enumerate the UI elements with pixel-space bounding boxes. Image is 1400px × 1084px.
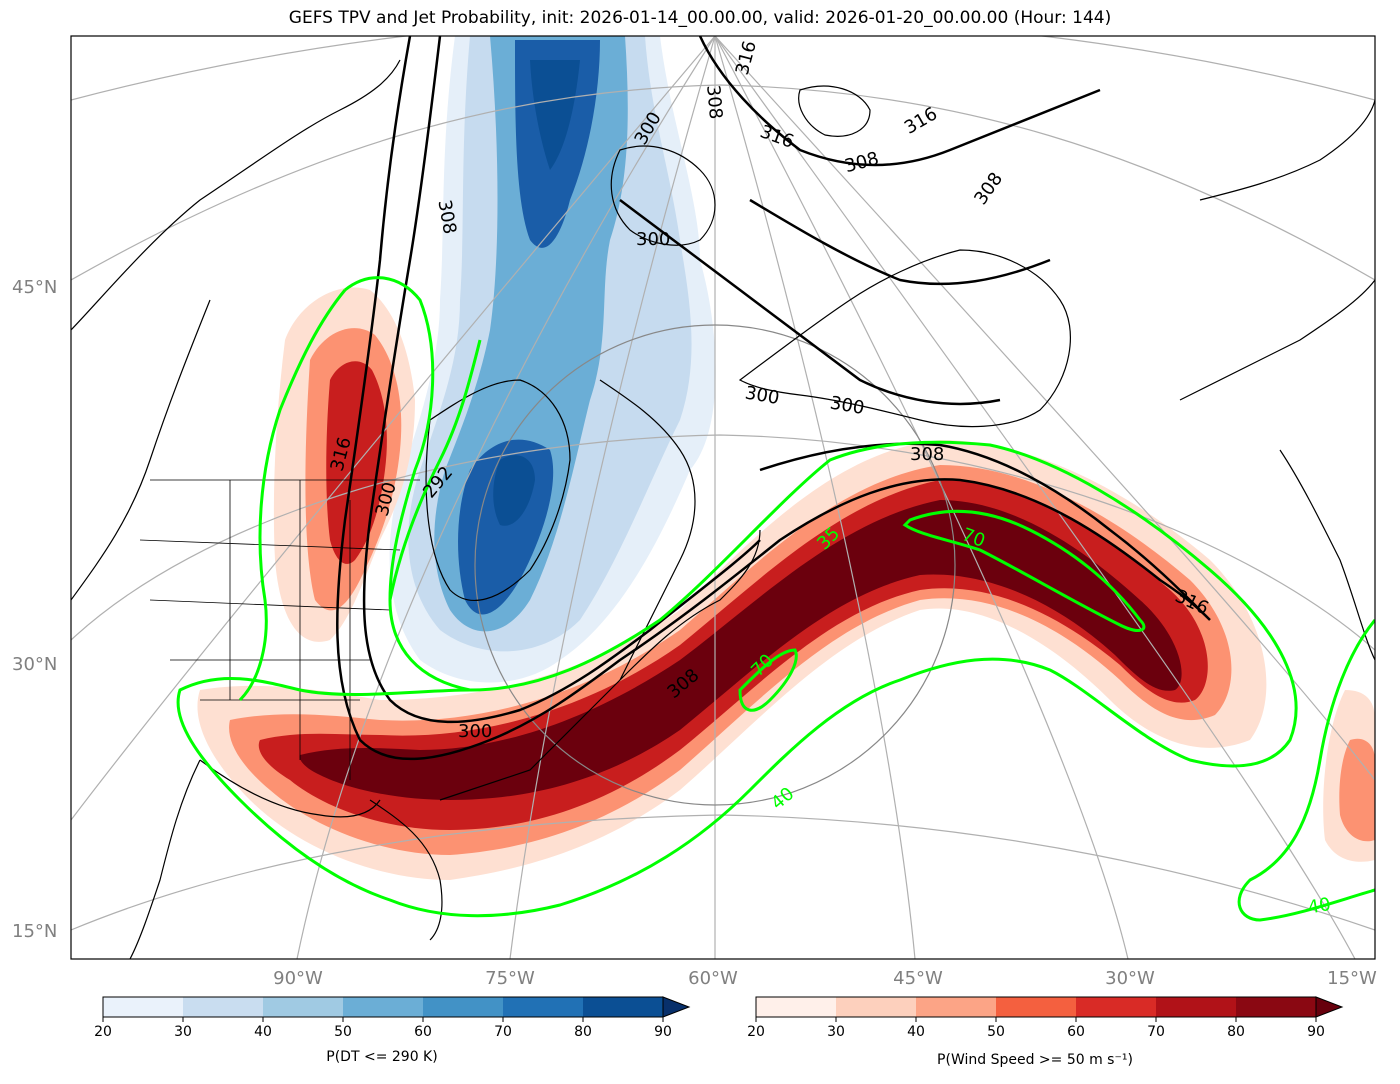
colorbar-wind-tick-label: 40 xyxy=(907,1024,925,1040)
colorbar-tpv-segment xyxy=(183,997,264,1017)
grid-circle-inner xyxy=(474,324,956,806)
colorbar-tpv-tick-label: 80 xyxy=(574,1024,592,1040)
coast-gulf xyxy=(129,759,381,959)
colorbar-tpv-tick-label: 30 xyxy=(174,1024,192,1040)
grid-meridian-45w xyxy=(714,36,916,959)
grid-meridian-15w xyxy=(714,36,1356,959)
jet-probability-shading xyxy=(197,287,1375,880)
theta-contour-316-west xyxy=(336,36,1211,761)
green-contour-40-east xyxy=(1237,619,1375,922)
grid-meridian-75w xyxy=(509,36,716,959)
theta-contour-308-jet xyxy=(759,442,1201,611)
colorbar-tpv-border xyxy=(102,996,664,1018)
coast-north-america-east xyxy=(369,379,761,941)
theta-contours xyxy=(336,36,1211,761)
tpv-shade-high xyxy=(458,40,600,615)
lat-label-30n: 30°N xyxy=(12,654,57,675)
tpv-shade-core xyxy=(493,60,580,526)
green-contour-40-main xyxy=(176,440,1298,918)
colorbar-wind-extend-arrow xyxy=(1315,996,1344,1018)
theta-contour-labels: 316 300 292 300 308 316 316 308 308 300 … xyxy=(327,39,1212,742)
contour-label-300-b: 300 xyxy=(458,721,492,742)
green-contour-70-east xyxy=(902,509,1146,632)
theta-contour-300-north xyxy=(619,199,1001,406)
colorbar-wind-segment xyxy=(1076,997,1157,1017)
us-state-borders xyxy=(139,479,420,780)
colorbar-tpv-extend-arrow xyxy=(662,996,691,1018)
colorbar-tpv-segment xyxy=(583,997,664,1017)
lon-label-60w: 60°W xyxy=(688,968,738,989)
lon-label-75w: 75°W xyxy=(485,968,535,989)
colorbar-tpv-segment xyxy=(503,997,584,1017)
jet-probability-contours xyxy=(176,276,1375,922)
coast-north-america-west xyxy=(71,59,401,601)
coast-greenland xyxy=(738,249,1071,428)
jet-shade-high xyxy=(299,500,1182,800)
colorbar-tpv-segment xyxy=(423,997,504,1017)
colorbar-tpv-tick-label: 70 xyxy=(494,1024,512,1040)
colorbar-wind-border xyxy=(755,996,1317,1018)
lon-label-30w: 30°W xyxy=(1105,968,1155,989)
colorbar-wind: 20 30 40 50 60 70 80 90 xyxy=(747,996,1344,1040)
green-contour-35 xyxy=(388,339,482,601)
grid-meridian-0 xyxy=(714,36,1375,781)
grid-parallel-15n xyxy=(71,814,1375,931)
colorbar-wind-tick-label: 60 xyxy=(1067,1024,1085,1040)
colorbar-wind-segment xyxy=(1236,997,1317,1017)
contour-label-308-d: 308 xyxy=(702,84,726,120)
colorbar-tpv-segment xyxy=(103,997,184,1017)
map-title: GEFS TPV and Jet Probability, init: 2026… xyxy=(288,8,1112,28)
colorbar-wind-label: P(Wind Speed >= 50 m s⁻¹) xyxy=(937,1052,1133,1068)
colorbar-tpv-tick-label: 20 xyxy=(94,1024,112,1040)
lon-label-15w: 15°W xyxy=(1327,968,1377,989)
lat-label-15n: 15°N xyxy=(12,921,57,942)
lat-labels: 45°N 30°N 15°N xyxy=(12,277,57,942)
colorbar-wind-tick-label: 50 xyxy=(987,1024,1005,1040)
colorbar-wind-segment xyxy=(836,997,917,1017)
lon-label-45w: 45°W xyxy=(893,968,943,989)
colorbar-tpv-tick-label: 90 xyxy=(654,1024,672,1040)
map-background xyxy=(71,36,1375,959)
colorbar-tpv: 20 30 40 50 60 70 80 90 xyxy=(94,996,691,1040)
colorbar-tpv-segment xyxy=(343,997,424,1017)
colorbar-tpv-segment xyxy=(263,997,344,1017)
colorbar-wind-tick-label: 30 xyxy=(827,1024,845,1040)
colorbar-wind-tick-label: 80 xyxy=(1227,1024,1245,1040)
theta-contour-308-north xyxy=(698,36,1101,286)
lon-label-90w: 90°W xyxy=(273,968,323,989)
lon-labels: 90°W 75°W 60°W 45°W 30°W 15°W xyxy=(273,968,1377,989)
grid-parallel-30n xyxy=(71,434,1375,651)
grid-meridian-90w xyxy=(296,36,716,959)
grid-meridian-30w xyxy=(714,36,1129,959)
colorbar-tpv-tick-label: 60 xyxy=(414,1024,432,1040)
coastlines-and-borders xyxy=(71,59,1375,959)
green-label-40-b: 40 xyxy=(1306,894,1332,919)
colorbar-tpv-tick-label: 50 xyxy=(334,1024,352,1040)
map-content: 316 300 292 300 308 316 316 308 308 300 … xyxy=(71,36,1375,959)
grid-parallel-45n xyxy=(71,84,1375,281)
colorbar-wind-tick-label: 20 xyxy=(747,1024,765,1040)
grid-parallel-60n xyxy=(71,36,1375,101)
coast-arctic-islands xyxy=(610,85,871,246)
theta-contour-300-west xyxy=(362,36,761,724)
colorbar-wind-tick-label: 70 xyxy=(1147,1024,1165,1040)
contour-label-308-e: 308 xyxy=(910,444,944,465)
grid-meridian-105w xyxy=(71,36,716,821)
coast-hudson-bay xyxy=(425,379,571,601)
colorbar-tpv-tick-label: 40 xyxy=(254,1024,272,1040)
lat-label-45n: 45°N xyxy=(12,277,57,298)
colorbar-wind-tick-label: 90 xyxy=(1307,1024,1325,1040)
colorbar-wind-segment xyxy=(1156,997,1237,1017)
colorbar-tpv-label: P(DT <= 290 K) xyxy=(326,1049,437,1065)
contour-label-300-f: 300 xyxy=(636,229,670,250)
green-contour-70-west xyxy=(738,648,798,712)
colorbar-wind-segment xyxy=(756,997,837,1017)
colorbar-wind-segment xyxy=(996,997,1077,1017)
graticule xyxy=(71,36,1375,959)
map-frame xyxy=(70,35,1376,960)
colorbar-wind-segment xyxy=(916,997,997,1017)
green-contour-40-west xyxy=(238,276,471,702)
